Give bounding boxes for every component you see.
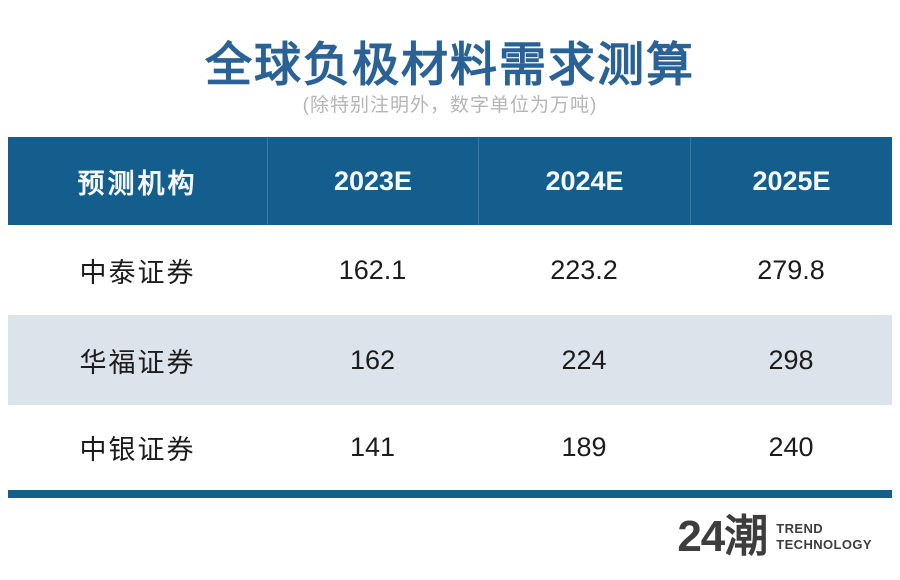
header-cell-2023: 2023E <box>267 137 478 225</box>
row-value-2023: 141 <box>349 432 396 462</box>
table-header-row: 预测机构 2023E 2024E 2025E <box>8 137 892 225</box>
table-row: 中泰证券 162.1 223.2 279.8 <box>8 225 892 315</box>
page-title: 全球负极材料需求测算 <box>205 38 695 91</box>
header-cell-org: 预测机构 <box>77 168 198 199</box>
brand-logo-tagline: TREND TECHNOLOGY <box>776 521 872 552</box>
row-org-label: 中银证券 <box>79 435 196 465</box>
table-row: 中银证券 141 189 240 <box>8 405 892 490</box>
table-row: 华福证券 162 224 298 <box>8 315 892 405</box>
header-cell-2024: 2024E <box>478 137 690 225</box>
row-value-2024: 189 <box>561 432 607 462</box>
header-cell-2025: 2025E <box>690 137 892 225</box>
brand-tagline-line1: TREND <box>776 521 824 537</box>
brand-logo-24chao: 24潮 <box>677 512 768 562</box>
row-org-label: 中泰证券 <box>79 257 196 288</box>
page-subtitle: (除特别注明外，数字单位为万吨) <box>302 95 598 116</box>
row-value-2023: 162 <box>349 344 396 375</box>
table-bottom-accent-bar <box>8 490 892 498</box>
demand-table: 预测机构 2023E 2024E 2025E 中泰证券 162.1 223.2 … <box>8 137 892 498</box>
brand-logo: 24潮 TREND TECHNOLOGY <box>677 512 872 562</box>
row-value-2024: 224 <box>561 344 607 375</box>
row-value-2025: 279.8 <box>757 254 825 285</box>
row-value-2024: 223.2 <box>550 254 618 285</box>
row-value-2025: 298 <box>768 344 814 375</box>
row-value-2023: 162.1 <box>338 254 407 285</box>
row-org-label: 华福证券 <box>79 347 196 378</box>
brand-tagline-line2: TECHNOLOGY <box>776 536 872 552</box>
row-value-2025: 240 <box>768 432 814 462</box>
